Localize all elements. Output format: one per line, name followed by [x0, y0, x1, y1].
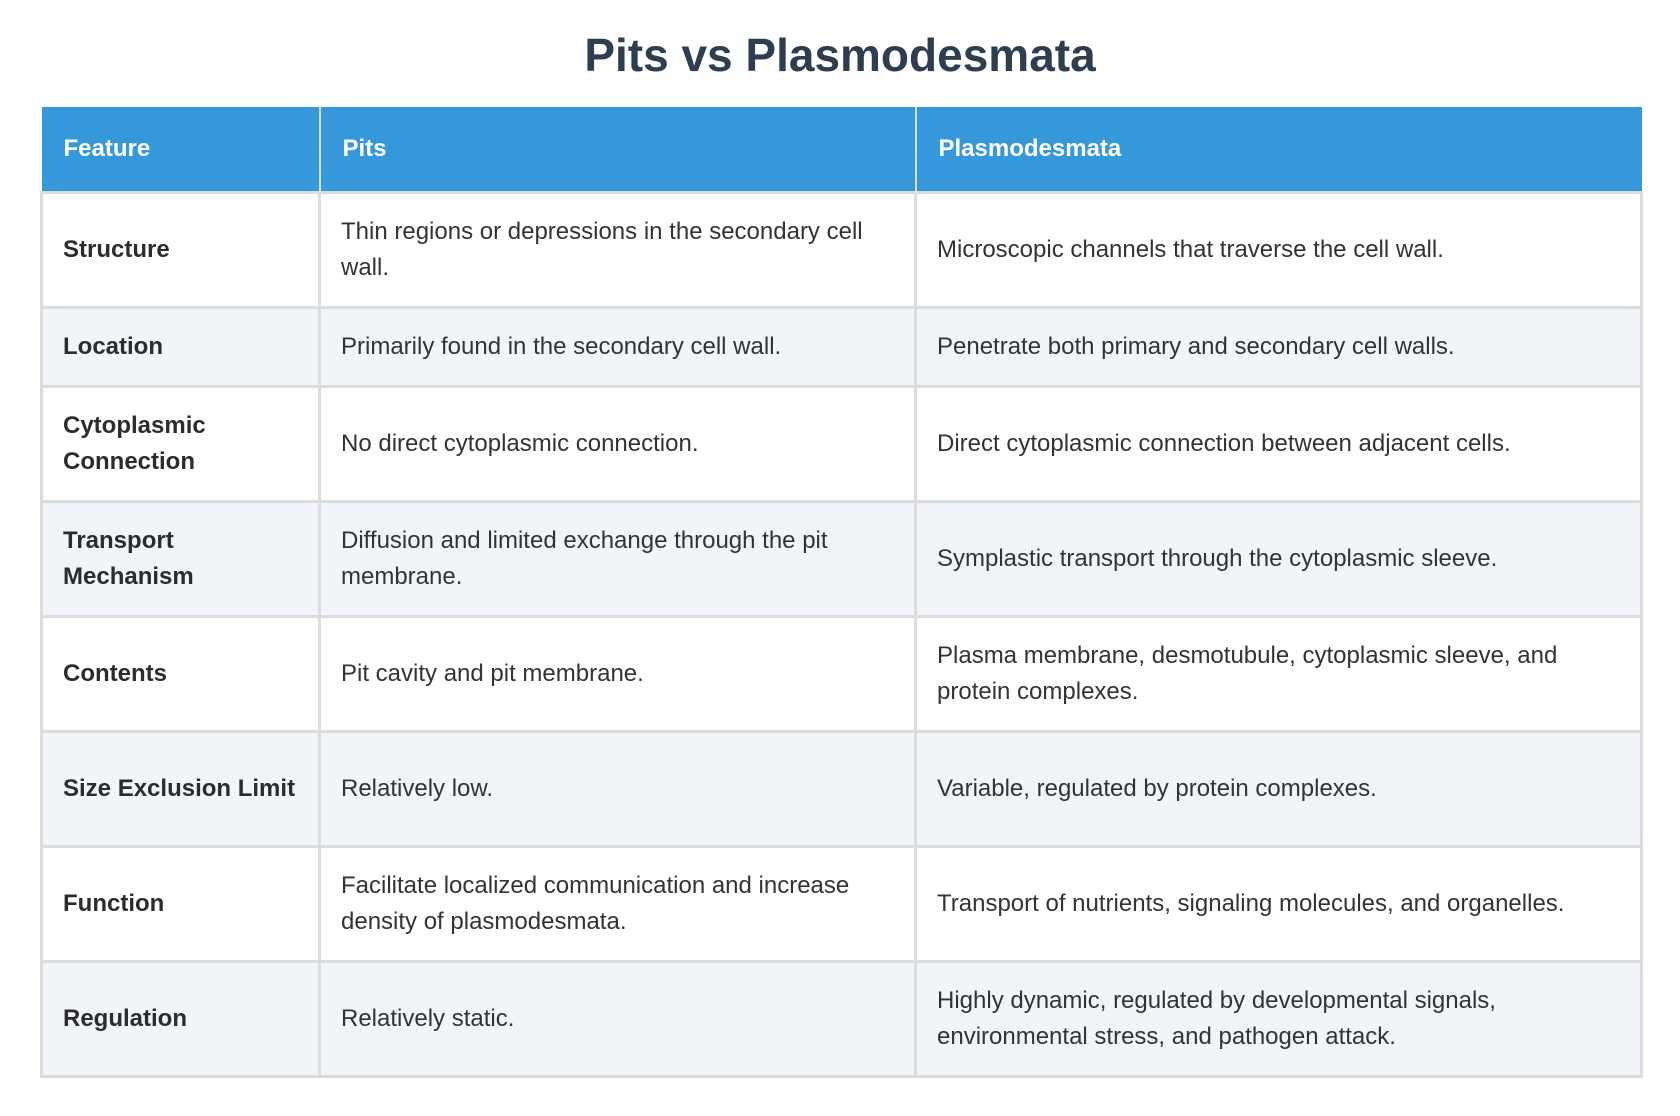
pits-cell: Primarily found in the secondary cell wa… — [318, 305, 917, 388]
comparison-table: Feature Pits Plasmodesmata Structure Thi… — [40, 107, 1643, 1078]
feature-cell: Regulation — [40, 959, 321, 1078]
header-plasmodesmata: Plasmodesmata — [914, 107, 1642, 193]
table-row: Transport Mechanism Diffusion and limite… — [40, 499, 1643, 618]
table-row: Function Facilitate localized communicat… — [40, 844, 1643, 963]
plasmodesmata-cell: Direct cytoplasmic connection between ad… — [914, 384, 1643, 503]
table-row: Size Exclusion Limit Relatively low. Var… — [40, 729, 1643, 848]
pits-cell: Relatively low. — [318, 729, 917, 848]
pits-cell: Facilitate localized communication and i… — [318, 844, 917, 963]
feature-cell: Location — [40, 305, 321, 388]
feature-cell: Contents — [40, 614, 321, 733]
pits-cell: No direct cytoplasmic connection. — [318, 384, 917, 503]
table-row: Location Primarily found in the secondar… — [40, 305, 1643, 388]
pits-cell: Relatively static. — [318, 959, 917, 1078]
plasmodesmata-cell: Penetrate both primary and secondary cel… — [914, 305, 1643, 388]
plasmodesmata-cell: Transport of nutrients, signaling molecu… — [914, 844, 1643, 963]
pits-cell: Diffusion and limited exchange through t… — [318, 499, 917, 618]
plasmodesmata-cell: Microscopic channels that traverse the c… — [914, 190, 1643, 309]
comparison-table-container: Feature Pits Plasmodesmata Structure Thi… — [40, 107, 1643, 1078]
header-feature: Feature — [41, 107, 321, 193]
feature-cell: Size Exclusion Limit — [40, 729, 321, 848]
pits-cell: Pit cavity and pit membrane. — [318, 614, 917, 733]
plasmodesmata-cell: Symplastic transport through the cytopla… — [914, 499, 1643, 618]
table-row: Structure Thin regions or depressions in… — [40, 190, 1643, 309]
feature-cell: Structure — [40, 190, 321, 309]
feature-cell: Cytoplasmic Connection — [40, 384, 321, 503]
table-row: Contents Pit cavity and pit membrane. Pl… — [40, 614, 1643, 733]
plasmodesmata-cell: Plasma membrane, desmotubule, cytoplasmi… — [914, 614, 1643, 733]
table-row: Cytoplasmic Connection No direct cytopla… — [40, 384, 1643, 503]
feature-cell: Transport Mechanism — [40, 499, 321, 618]
plasmodesmata-cell: Highly dynamic, regulated by development… — [914, 959, 1643, 1078]
pits-cell: Thin regions or depressions in the secon… — [318, 190, 917, 309]
plasmodesmata-cell: Variable, regulated by protein complexes… — [914, 729, 1643, 848]
page-title: Pits vs Plasmodesmata — [584, 29, 1096, 81]
table-header-row: Feature Pits Plasmodesmata — [41, 107, 1642, 193]
table-row: Regulation Relatively static. Highly dyn… — [40, 959, 1643, 1078]
header-pits: Pits — [318, 107, 917, 193]
feature-cell: Function — [40, 844, 321, 963]
